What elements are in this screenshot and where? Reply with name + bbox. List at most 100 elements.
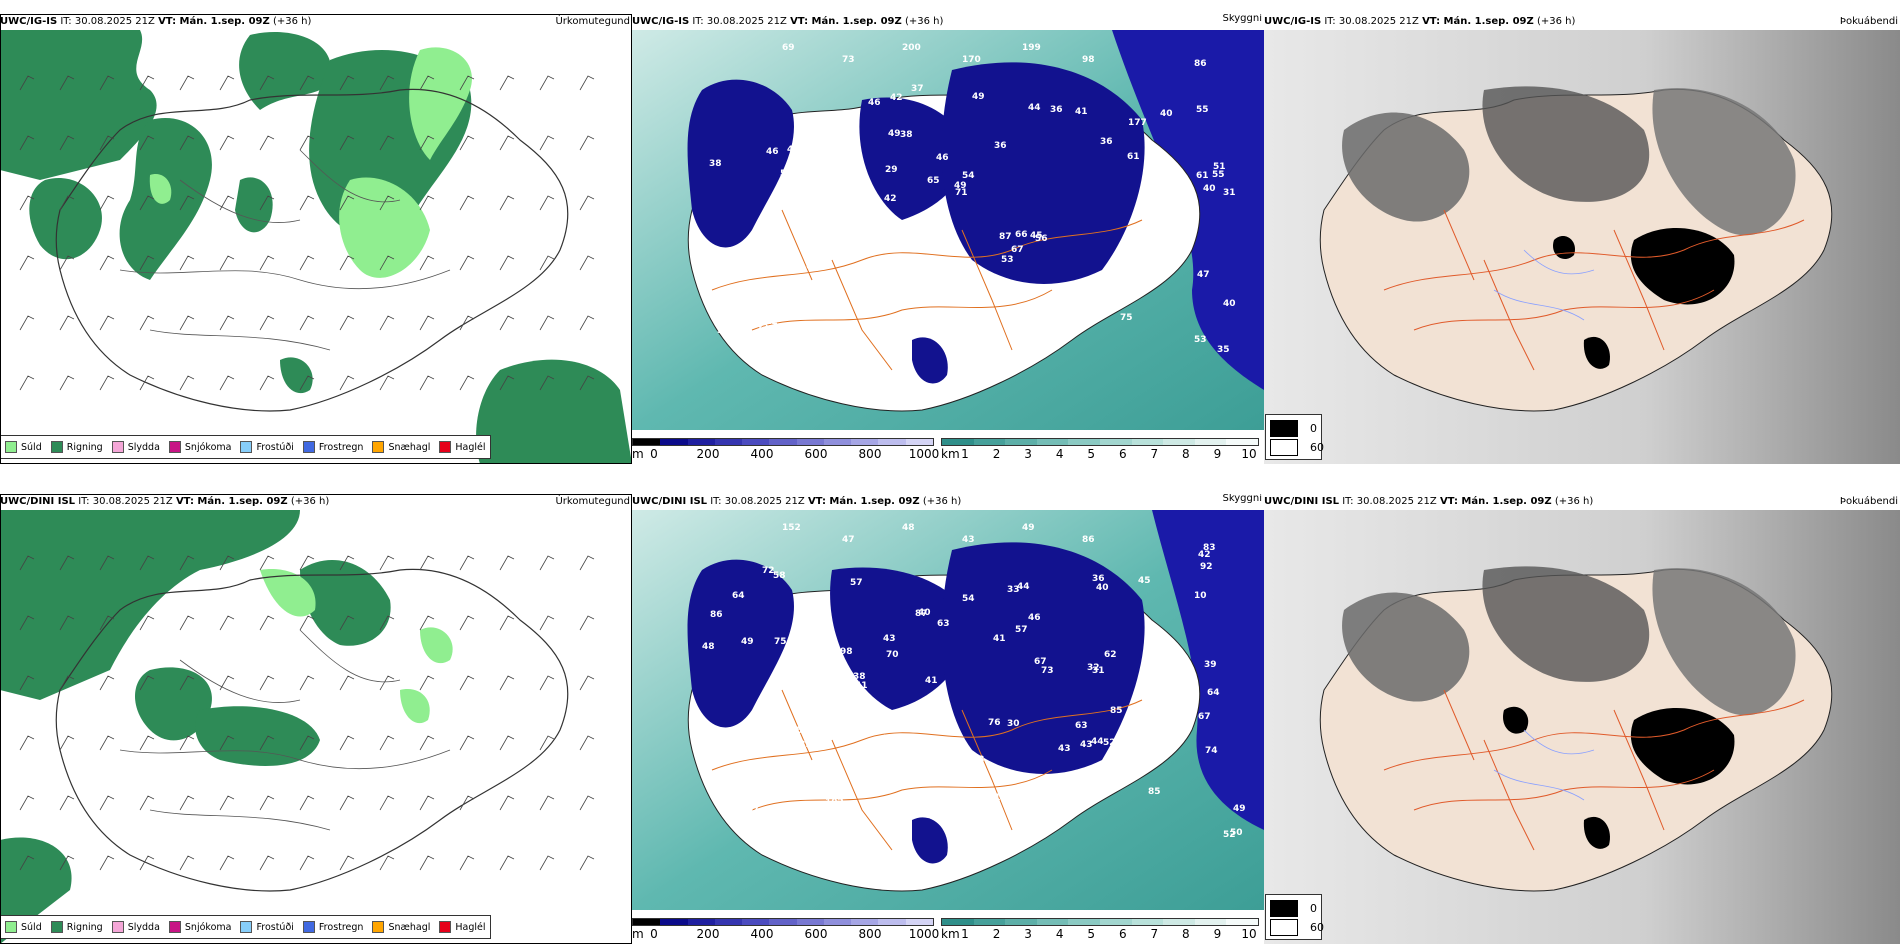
colorbar-segment	[1131, 919, 1164, 925]
ceiling-colorbar-ticks: 0 200 400 600 800 1000	[632, 447, 939, 461]
visibility-colorbar-ticks: 1 2 3 4 5 6 7 8 9 10	[941, 447, 1261, 461]
precip-map[interactable]	[0, 30, 632, 464]
visibility-value-label: 39	[1204, 660, 1217, 670]
visibility-value-label: 60	[806, 262, 819, 272]
init-time: IT: 30.08.2025 21Z	[60, 16, 155, 27]
visibility-value-label: 86	[804, 310, 817, 320]
visibility-value-label: 50	[1230, 828, 1243, 838]
visibility-value-label: 40	[1096, 583, 1109, 593]
colorbar-segment	[769, 919, 797, 925]
legend-item-slydda: Slydda	[111, 441, 160, 453]
colorbar-segment	[851, 919, 879, 925]
legend-swatch	[372, 921, 385, 933]
legend-label: Súld	[21, 921, 42, 933]
visibility-map[interactable]: 1524748434986695048531229857465231304048…	[632, 510, 1264, 910]
visibility-colorbar-strip	[941, 918, 1259, 926]
colorbar-segment	[1226, 919, 1258, 925]
visibility-colorbar: 1 2 3 4 5 6 7 8 9 10 km	[941, 438, 1261, 464]
visibility-map[interactable]: 69 73 200 170 199 98 75 61 177 79 36 112 49 46 47 39 48 4…	[632, 30, 1264, 430]
lead-time: (+36 h)	[290, 496, 330, 507]
cloud-legend-row-0: 0	[1270, 420, 1317, 437]
cloud-legend-label: 0	[1310, 422, 1317, 435]
visibility-value-label: 38	[900, 130, 913, 140]
colorbar-segment	[687, 439, 715, 445]
legend-item-frostregn: Frostregn	[302, 441, 363, 453]
visibility-value-label: 64	[732, 591, 745, 601]
visibility-value-label: 31	[1223, 188, 1236, 198]
legend-swatch	[439, 441, 452, 453]
visibility-value-label: 36	[1092, 574, 1105, 584]
visibility-value-label: 41	[1153, 738, 1166, 748]
visibility-value-label: 52	[1103, 738, 1116, 748]
visibility-value-label: 53	[1194, 335, 1207, 345]
visibility-value-label: 74	[1205, 746, 1218, 756]
legend-label: Rigning	[66, 921, 103, 933]
legend-item-frostudi: Frostúði	[240, 441, 294, 453]
visibility-value-label: 54	[717, 326, 730, 336]
legend-label: Snjókoma	[184, 441, 232, 453]
cloud-map[interactable]	[1264, 510, 1900, 944]
colorbar-segment	[633, 439, 661, 445]
colorbar-segment	[1131, 439, 1164, 445]
legend-label: Frostregn	[318, 921, 364, 933]
visibility-value-label: 47	[842, 535, 855, 545]
panel-title: Skyggni	[1222, 14, 1262, 24]
legend-label: Súld	[21, 441, 42, 453]
legend-item-snaehagl: Snæhagl	[372, 441, 430, 453]
colorbar-segment	[796, 919, 824, 925]
legend-item-rigning: Rigning	[50, 921, 103, 933]
colorbar-tick-label: 4	[1055, 447, 1064, 461]
visibility-value-label: 86	[710, 610, 723, 620]
visibility-value-label: 58	[773, 571, 786, 581]
visibility-value-label: 75	[774, 637, 787, 647]
visibility-value-label: 98	[1082, 55, 1095, 65]
visibility-value-label: 91	[988, 793, 1001, 803]
colorbar-tick-label: 9	[1213, 447, 1222, 461]
visibility-value-label: 83	[1203, 543, 1216, 553]
model-name: UWC/DINI ISL	[632, 496, 708, 507]
visibility-value-label: 49	[853, 764, 866, 774]
colorbar-tick-label: 3	[1024, 447, 1032, 461]
colorbar-tick-label: 600	[804, 447, 828, 461]
visibility-value-label: 89	[799, 740, 812, 750]
legend-swatch	[50, 441, 63, 453]
colorbar-tick-label: 0	[650, 447, 658, 461]
visibility-value-label: 85	[1110, 706, 1123, 716]
visibility-value-label: 50	[883, 734, 896, 744]
visibility-value-label: 87	[999, 232, 1012, 242]
cloud-map[interactable]	[1264, 30, 1900, 464]
visibility-value-label: 38	[709, 159, 722, 169]
visibility-colorbar: 1 2 3 4 5 6 7 8 9 10 km	[941, 918, 1261, 944]
model-name: UWC/DINI ISL	[1264, 496, 1340, 507]
valid-time: VT: Mán. 1.sep. 09Z	[790, 16, 902, 27]
visibility-value-label: 39	[737, 269, 750, 279]
visibility-value-label: 55	[1212, 170, 1225, 180]
visibility-value-label: 41	[735, 295, 748, 305]
visibility-value-label: 54	[962, 171, 975, 181]
visibility-value-label: 102	[825, 798, 844, 808]
valid-time: VT: Mán. 1.sep. 09Z	[158, 16, 270, 27]
visibility-value-label: 41	[993, 634, 1006, 644]
model-name: UWC/IG-IS	[0, 16, 58, 27]
legend-label: Rigning	[66, 441, 103, 453]
visibility-value-label: 43	[885, 280, 898, 290]
visibility-value-label: 48	[902, 523, 915, 533]
init-time: IT: 30.08.2025 21Z	[710, 496, 805, 507]
valid-time: VT: Mán. 1.sep. 09Z	[807, 496, 920, 507]
colorbar-segment	[905, 919, 933, 925]
visibility-value-label: 29	[885, 165, 898, 175]
colorbar-tick-label: 7	[1150, 927, 1159, 941]
visibility-value-label: 44	[1091, 737, 1104, 747]
visibility-value-label: 76	[988, 718, 1001, 728]
visibility-value-label: 87	[915, 609, 928, 619]
colorbar-tick-label: 6	[1118, 927, 1127, 941]
precip-map[interactable]	[0, 510, 632, 944]
legend-item-rigning: Rigning	[50, 441, 103, 453]
cloud-header: UWC/IG-IS IT: 30.08.2025 21Z VT: Mán. 1.…	[1264, 14, 1900, 29]
cloud-panel-bottom: UWC/DINI ISL IT: 30.08.2025 21Z VT: Mán.…	[1264, 494, 1900, 944]
model-name: UWC/IG-IS	[632, 16, 690, 27]
legend-item-snaehagl: Snæhagl	[372, 921, 430, 933]
visibility-value-label: 122	[940, 754, 959, 764]
colorbar-tick-label: 200	[696, 447, 720, 461]
visibility-value-label: 63	[1152, 260, 1165, 270]
